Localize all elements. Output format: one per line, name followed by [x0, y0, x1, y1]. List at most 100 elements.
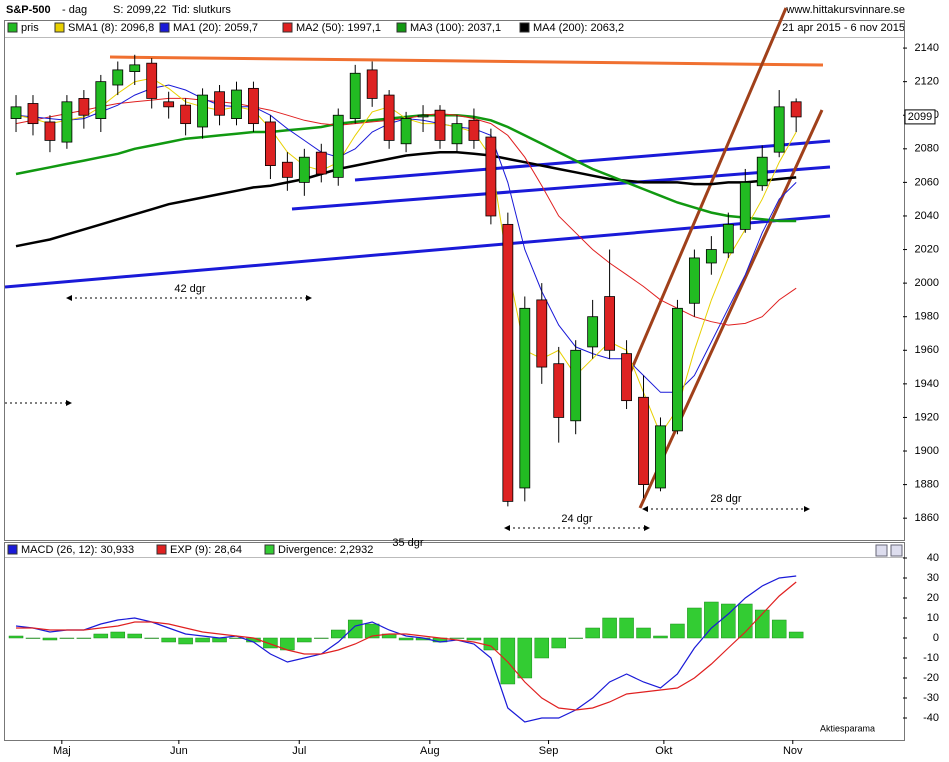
divergence-bar: [483, 637, 499, 651]
x-tick-label: Okt: [655, 745, 672, 757]
candle-body: [298, 156, 310, 183]
divergence-bar: [534, 637, 550, 659]
series-line: [15, 575, 797, 723]
legend-swatch: [156, 544, 167, 555]
trend-line: [354, 139, 831, 182]
trend-lines: [4, 7, 831, 509]
divergence-bar: [738, 603, 753, 639]
trend-line: [638, 109, 824, 509]
annotation: 24 dgr: [561, 513, 593, 525]
y-tick-label: 40: [927, 552, 939, 564]
divergence-bar: [398, 637, 414, 641]
candle-body: [95, 81, 107, 119]
divergence-bar: [788, 631, 804, 639]
candle-body: [231, 89, 242, 119]
title: S&P-500: [6, 4, 51, 16]
legend-swatch: [396, 22, 407, 33]
y-tick-label: -30: [923, 692, 939, 704]
candle-body: [27, 103, 39, 125]
source: www.hittakursvinnare.se: [785, 4, 905, 16]
divergence-bar: [364, 623, 380, 639]
mode: Tid: slutkurs: [172, 4, 231, 16]
candle-body: [553, 363, 565, 418]
date-range: 21 apr 2015 - 6 nov 2015: [782, 22, 905, 34]
divergence-bar: [25, 637, 41, 639]
y-tick-label: 1980: [915, 311, 939, 323]
divergence-bar: [178, 637, 193, 645]
divergence-bar: [331, 629, 346, 639]
candle-body: [129, 64, 141, 72]
y-tick-label: 1880: [915, 479, 939, 491]
candle-body: [417, 114, 429, 118]
legend-label: MA4 (200): 2063,2: [533, 22, 624, 34]
legend-label: EXP (9): 28,64: [170, 544, 242, 556]
candle-body: [146, 62, 158, 99]
legend-label: SMA1 (8): 2096,8: [68, 22, 154, 34]
y-tick-label: 1860: [915, 512, 939, 524]
y-tick-label: 2020: [915, 243, 939, 255]
candle-body: [248, 87, 259, 125]
y-tick-label: 1920: [915, 411, 939, 423]
candle-body: [536, 299, 548, 368]
legend-swatch: [7, 22, 18, 33]
candle-body: [451, 123, 463, 145]
divergence-bar: [127, 633, 142, 639]
divergence-bar: [568, 637, 583, 639]
candle-body: [163, 101, 175, 108]
annotation: 42 dgr: [174, 283, 206, 295]
candle-body: [621, 353, 632, 402]
divergence-bar: [687, 607, 702, 639]
x-tick-label: Sep: [539, 745, 559, 757]
candle-body: [112, 69, 124, 86]
candle-body: [688, 257, 700, 304]
credit: Aktiesparama: [820, 723, 875, 733]
candle-body: [214, 91, 225, 116]
legend-swatch: [7, 544, 18, 555]
candle-body: [722, 223, 734, 254]
y-tick-label: 30: [927, 572, 939, 584]
candle-body: [756, 156, 768, 187]
candle-body: [366, 69, 378, 99]
divergence-bar: [619, 617, 634, 639]
divergence-bar: [263, 637, 278, 649]
price-tag-box: [904, 109, 936, 125]
candle-body: [197, 94, 208, 128]
divergence-bar: [297, 637, 312, 643]
annotation: 28 dgr: [710, 493, 742, 505]
candle-body: [485, 136, 497, 217]
candle-body: [705, 249, 717, 264]
series-line: [15, 150, 797, 248]
zoom-icon[interactable]: [875, 544, 888, 557]
candle-body: [332, 114, 344, 178]
legend-swatch: [54, 22, 65, 33]
candle-body: [468, 119, 480, 141]
candle-body: [400, 118, 412, 145]
x-tick-label: Aug: [420, 745, 440, 757]
candle-body: [265, 121, 276, 166]
divergence-bar: [602, 617, 617, 639]
candle-body: [570, 349, 582, 422]
close-icon[interactable]: [890, 544, 903, 557]
candle-body: [790, 101, 802, 118]
candle-body: [587, 316, 599, 348]
divergence-bar: [195, 637, 210, 643]
candle-body: [315, 151, 327, 175]
divergence-bar: [551, 637, 566, 649]
x-tick-label: Maj: [53, 745, 71, 757]
main-frame: [4, 20, 905, 541]
y-tick-label: 2080: [915, 143, 939, 155]
candle-body: [604, 296, 616, 351]
y-tick-label: 2040: [915, 210, 939, 222]
y-tick-label: -20: [923, 672, 939, 684]
candle-body: [739, 181, 751, 230]
x-tick-label: Jun: [170, 745, 188, 757]
candle-body: [773, 106, 785, 153]
legend-swatch: [282, 22, 293, 33]
candle-body: [519, 307, 531, 489]
y-tick-label: 1900: [915, 445, 939, 457]
divergence-bar: [212, 637, 227, 643]
candle-body: [180, 104, 192, 125]
y-tick-label: 2120: [915, 76, 939, 88]
divergence-bar: [59, 637, 75, 639]
